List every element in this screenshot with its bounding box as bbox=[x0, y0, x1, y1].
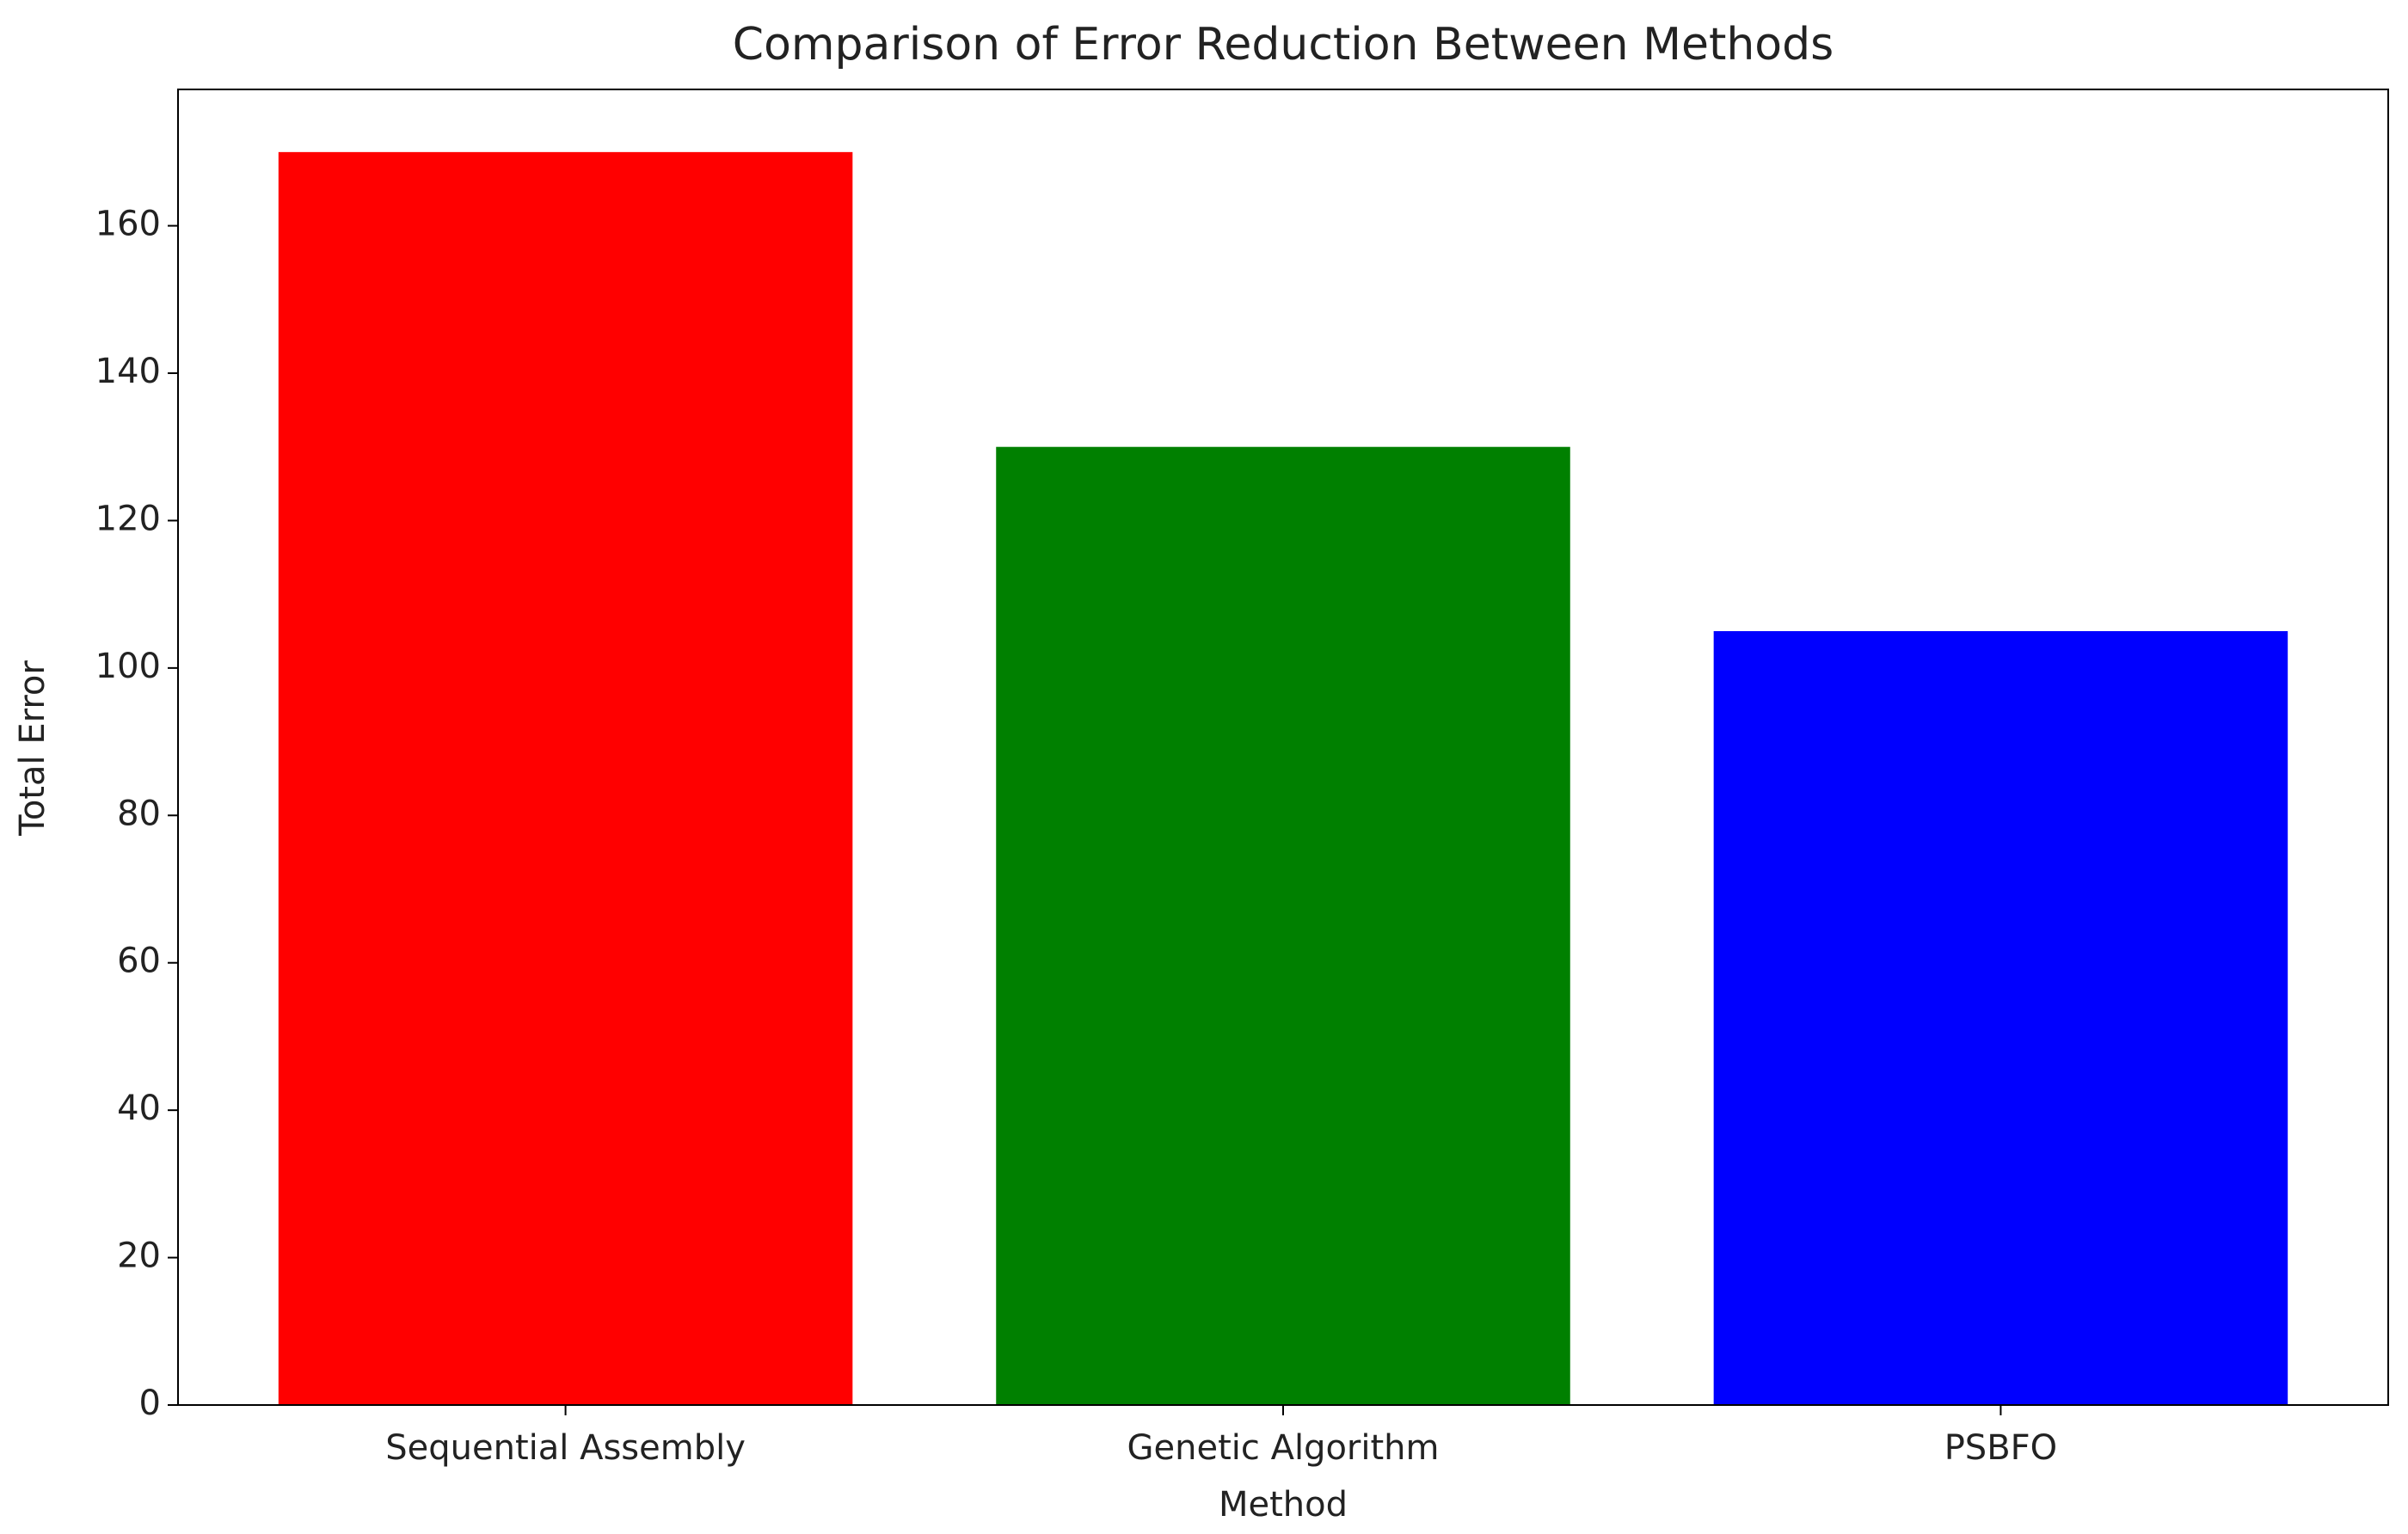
y-tick-label: 160 bbox=[95, 205, 161, 244]
y-tick-label: 20 bbox=[117, 1236, 161, 1276]
bar bbox=[1713, 631, 2288, 1405]
y-tick-label: 0 bbox=[139, 1384, 161, 1423]
bar bbox=[278, 151, 853, 1405]
y-tick-label: 40 bbox=[117, 1089, 161, 1128]
y-axis-label: Total Error bbox=[13, 660, 52, 837]
y-tick-label: 60 bbox=[117, 942, 161, 981]
x-axis-label: Method bbox=[1219, 1485, 1348, 1525]
y-tick-label: 80 bbox=[117, 794, 161, 833]
x-tick-label: PSBFO bbox=[1944, 1428, 2057, 1468]
x-tick-label: Genetic Algorithm bbox=[1127, 1428, 1440, 1468]
y-tick-label: 100 bbox=[95, 647, 161, 686]
chart-title: Comparison of Error Reduction Between Me… bbox=[733, 19, 1834, 71]
bar bbox=[996, 446, 1570, 1405]
x-tick-label: Sequential Assembly bbox=[385, 1428, 746, 1468]
y-tick-label: 140 bbox=[95, 352, 161, 391]
y-tick-label: 120 bbox=[95, 499, 161, 538]
plot-frame bbox=[177, 89, 2389, 1406]
